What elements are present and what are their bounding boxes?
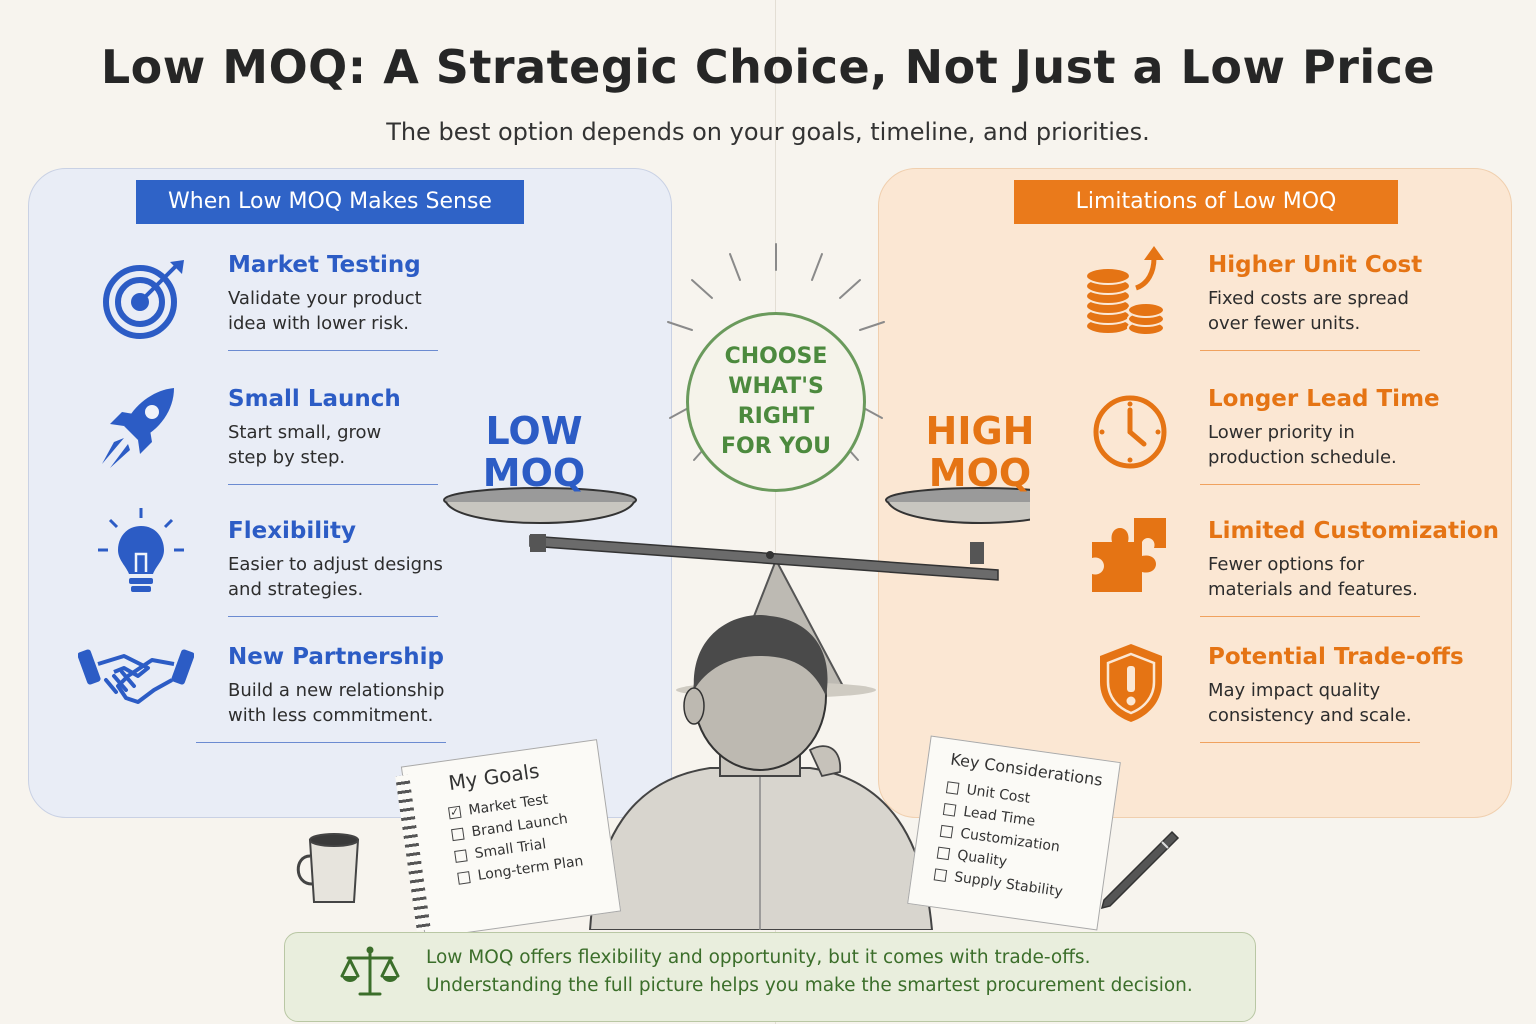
right-item-desc-2: Fewer options for materials and features… <box>1208 554 1418 600</box>
checked-checkbox-icon: ✓ <box>447 804 462 820</box>
footer-line-1: Low MOQ offers flexibility and opportuni… <box>426 947 1091 968</box>
left-item-title-2: Flexibility <box>228 518 357 544</box>
target-icon <box>103 260 184 339</box>
right-panel-banner: Limitations of Low MOQ <box>1014 180 1398 224</box>
checkbox-icon <box>942 803 957 817</box>
left-divider-0 <box>228 350 438 351</box>
right-divider-2 <box>1200 616 1420 617</box>
left-panel-banner: When Low MOQ Makes Sense <box>136 180 524 224</box>
choose-line-1: CHOOSE <box>724 344 828 369</box>
page-subtitle: The best option depends on your goals, t… <box>386 118 1150 146</box>
choose-right-badge: CHOOSE WHAT'S RIGHT FOR YOU <box>686 312 866 492</box>
left-item-title-3: New Partnership <box>228 644 444 670</box>
footer-callout <box>284 932 1256 1022</box>
choose-line-2: WHAT'S <box>728 374 824 399</box>
low-moq-label-line2: MOQ <box>482 451 586 495</box>
checkbox-icon <box>933 868 948 882</box>
center-fold-line <box>775 0 776 1024</box>
checkbox-icon <box>939 824 954 839</box>
puzzle-icon <box>1092 518 1166 592</box>
right-divider-0 <box>1200 350 1420 351</box>
my-goals-notebook: My Goals ✓ Market Test Brand Launch Small… <box>395 739 622 939</box>
checkbox-icon <box>454 849 468 863</box>
key-considerations-paper: Key Considerations Unit Cost Lead Time C… <box>907 735 1121 931</box>
left-item-desc-1: Start small, grow step by step. <box>228 422 382 468</box>
left-divider-2 <box>228 616 438 617</box>
lightbulb-icon <box>98 508 184 592</box>
left-divider-1 <box>228 484 438 485</box>
spiral-binding <box>395 774 431 931</box>
footer-line-2: Understanding the full picture helps you… <box>426 975 1193 996</box>
right-item-title-0: Higher Unit Cost <box>1208 252 1423 278</box>
footer-text: Low MOQ offers flexibility and opportuni… <box>426 944 1246 1000</box>
left-item-desc-2: Easier to adjust designs and strategies. <box>228 554 443 600</box>
scales-of-justice-icon <box>340 946 400 996</box>
pen-icon <box>1100 830 1180 910</box>
left-item-desc-3: Build a new relationship with less commi… <box>228 680 445 726</box>
checkbox-icon <box>945 781 960 795</box>
high-moq-label-line2: MOQ <box>928 451 1032 495</box>
checkbox-icon <box>457 871 471 885</box>
low-moq-label-line1: LOW <box>485 409 583 453</box>
left-item-desc-0: Validate your product idea with lower ri… <box>228 288 422 334</box>
page-title: Low MOQ: A Strategic Choice, Not Just a … <box>100 40 1436 94</box>
person-thinking-illustration <box>588 614 934 930</box>
right-divider-1 <box>1200 484 1420 485</box>
left-item-title-1: Small Launch <box>228 386 401 412</box>
right-item-title-1: Longer Lead Time <box>1208 386 1440 412</box>
left-divider-3 <box>196 742 446 743</box>
choose-line-4: FOR YOU <box>720 434 832 459</box>
checkbox-icon <box>451 827 465 842</box>
right-item-title-2: Limited Customization <box>1208 518 1500 544</box>
coffee-mug-icon <box>296 833 360 903</box>
rocket-icon <box>102 388 174 468</box>
clock-icon <box>1093 395 1167 469</box>
checkbox-icon <box>936 846 951 861</box>
right-divider-3 <box>1200 742 1420 743</box>
coins-arrow-icon <box>1085 246 1165 336</box>
high-moq-label-line1: HIGH <box>925 409 1035 453</box>
my-goals-title: My Goals <box>446 758 541 796</box>
shield-alert-icon <box>1100 644 1162 722</box>
right-item-desc-3: May impact quality consistency and scale… <box>1208 680 1412 726</box>
right-item-desc-1: Lower priority in production schedule. <box>1208 422 1397 468</box>
left-item-title-0: Market Testing <box>228 252 421 278</box>
handshake-icon <box>78 649 194 704</box>
right-item-desc-0: Fixed costs are spread over fewer units. <box>1208 288 1409 334</box>
right-item-title-3: Potential Trade-offs <box>1208 644 1464 670</box>
choose-line-3: RIGHT <box>737 404 815 429</box>
